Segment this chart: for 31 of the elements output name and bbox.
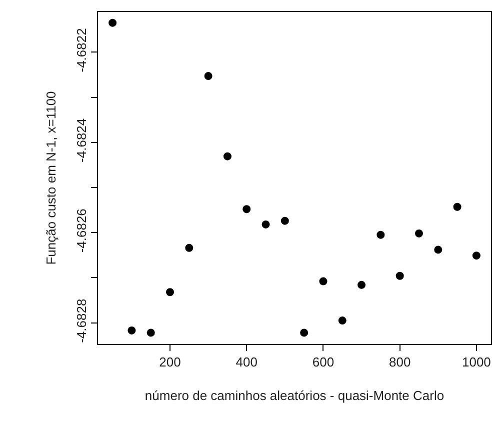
point <box>108 18 117 27</box>
x-tick-label: 1000 <box>462 354 491 370</box>
point <box>453 202 462 211</box>
x-tick-label: 400 <box>236 354 258 370</box>
x-axis-title: número de caminhos aleatórios - quasi-Monte Carlo <box>144 388 444 404</box>
x-tick-label: 800 <box>388 354 411 370</box>
point <box>319 277 328 286</box>
point <box>414 229 423 238</box>
y-axis-title: Função custo em N-1, x=1100 <box>44 91 59 265</box>
point <box>376 230 385 239</box>
y-tick-label: -4.6824 <box>74 118 89 162</box>
point <box>242 205 251 214</box>
x-tick-label: 600 <box>312 354 334 370</box>
point <box>472 252 480 260</box>
y-tick-label: -4.6828 <box>74 298 89 343</box>
point <box>262 220 270 228</box>
point <box>185 244 194 252</box>
point <box>128 326 136 334</box>
y-tick-label: -4.6822 <box>74 28 89 72</box>
point <box>146 328 155 337</box>
point <box>338 316 346 325</box>
point <box>358 280 366 289</box>
point <box>223 152 232 160</box>
point <box>204 72 212 80</box>
x-tick-label: 200 <box>159 354 181 370</box>
point <box>434 246 442 254</box>
point <box>300 328 308 337</box>
point <box>280 216 289 225</box>
point <box>396 272 404 280</box>
point <box>166 288 174 296</box>
y-tick-label: -4.6826 <box>74 208 89 253</box>
